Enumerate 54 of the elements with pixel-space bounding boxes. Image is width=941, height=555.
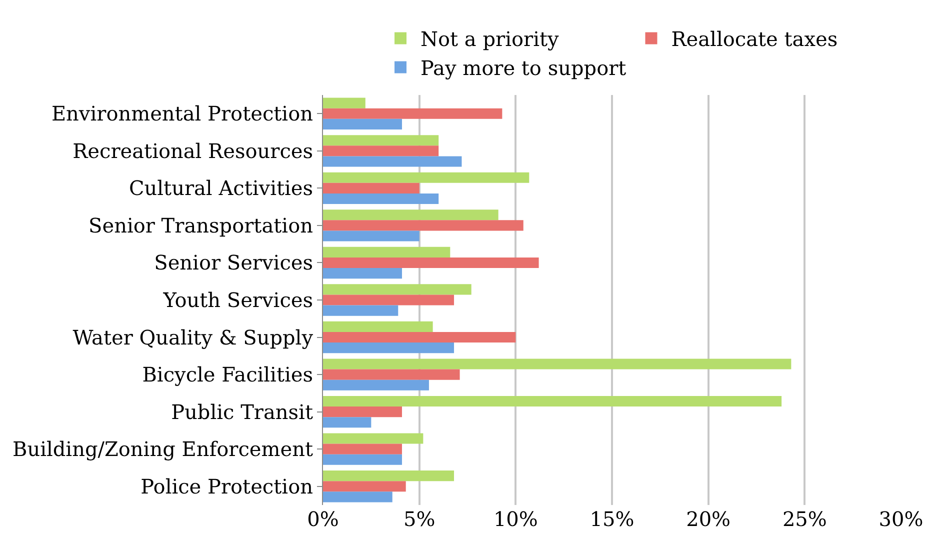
legend-label: Pay more to support <box>420 56 626 80</box>
bar <box>323 492 392 502</box>
y-tick-label: Senior Transportation <box>88 213 314 238</box>
bar <box>323 433 424 444</box>
bar <box>323 417 372 428</box>
bar <box>323 332 516 343</box>
bar <box>323 193 439 204</box>
bar <box>323 268 402 279</box>
bar <box>323 135 439 146</box>
y-tick-label: Building/Zoning Enforcement <box>12 437 313 462</box>
y-tick-label: Police Protection <box>140 474 314 498</box>
bar <box>323 220 524 231</box>
bar <box>323 406 402 418</box>
bar <box>323 470 454 482</box>
legend-label: Not a priority <box>420 27 560 52</box>
legend-label: Reallocate taxes <box>671 27 838 52</box>
x-tick-label: 0% <box>307 507 339 531</box>
x-tick-label: 15% <box>590 507 634 531</box>
bar <box>323 246 450 258</box>
bar <box>323 156 462 167</box>
bar <box>323 294 454 306</box>
bar <box>323 358 792 370</box>
bar <box>323 210 498 220</box>
y-tick-label: Bicycle Facilities <box>142 362 313 387</box>
bar <box>323 182 420 194</box>
x-tick-label: 5% <box>403 507 436 531</box>
y-tick-label: Public Transit <box>171 400 313 424</box>
bar <box>323 380 429 390</box>
bar <box>323 321 433 332</box>
bar <box>323 305 398 316</box>
bar <box>323 146 439 156</box>
bar <box>323 118 402 130</box>
y-tick-label: Senior Services <box>154 250 313 275</box>
bar <box>323 454 402 465</box>
bar <box>323 172 530 183</box>
y-tick-label: Cultural Activities <box>128 176 313 200</box>
bar <box>323 369 460 380</box>
x-tick-label: 25% <box>782 507 827 531</box>
bar <box>323 481 406 492</box>
y-tick-label: Environmental Protection <box>51 102 314 126</box>
x-tick-label: 30% <box>878 507 924 531</box>
bar <box>323 257 539 268</box>
bar <box>323 108 502 119</box>
bar <box>323 396 782 407</box>
x-tick-label: 20% <box>686 507 731 531</box>
bar <box>323 342 454 354</box>
bar <box>323 444 402 454</box>
x-tick-label: 10% <box>493 507 538 531</box>
bar <box>323 98 366 108</box>
y-tick-label: Water Quality & Supply <box>72 325 314 350</box>
y-tick-label: Recreational Resources <box>72 138 313 163</box>
bar <box>323 230 420 242</box>
y-tick-label: Youth Services <box>162 288 313 312</box>
bar <box>323 284 472 295</box>
